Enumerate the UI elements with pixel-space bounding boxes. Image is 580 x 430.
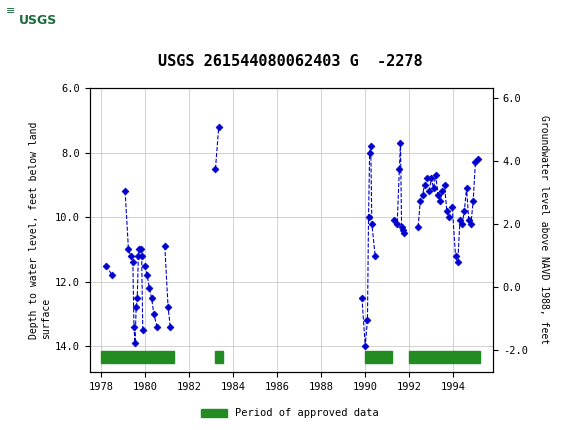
Bar: [365, 351, 392, 363]
Legend: Period of approved data: Period of approved data: [197, 404, 383, 423]
Text: USGS: USGS: [19, 14, 57, 27]
Text: USGS 261544080062403 G  -2278: USGS 261544080062403 G -2278: [158, 54, 422, 69]
Y-axis label: Groundwater level above NAVD 1988, feet: Groundwater level above NAVD 1988, feet: [539, 116, 549, 344]
Y-axis label: Depth to water level, feet below land
surface: Depth to water level, feet below land su…: [30, 121, 51, 339]
Text: ≡: ≡: [6, 6, 15, 16]
FancyBboxPatch shape: [3, 4, 72, 37]
Bar: [215, 351, 223, 363]
Bar: [101, 351, 173, 363]
Bar: [409, 351, 480, 363]
